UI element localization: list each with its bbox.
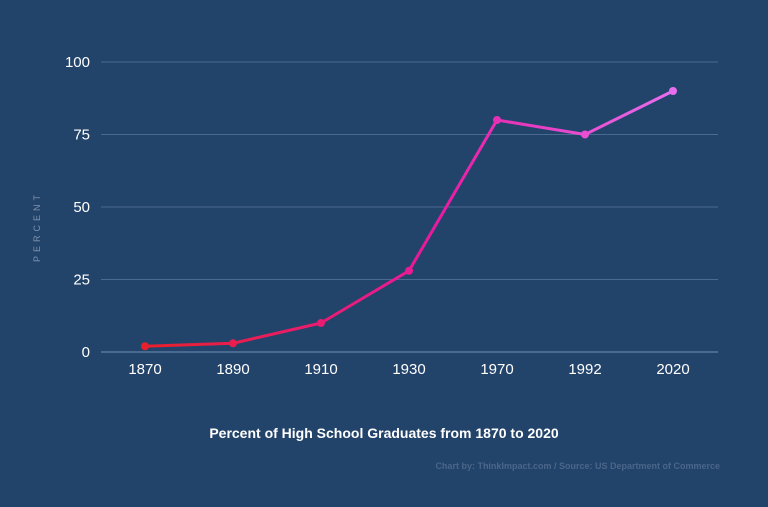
chart-title: Percent of High School Graduates from 18…	[209, 425, 559, 441]
y-tick-label: 25	[73, 272, 90, 289]
y-tick-label: 75	[73, 127, 90, 144]
y-tick-label: 100	[65, 54, 90, 71]
x-tick-label: 1890	[216, 361, 249, 378]
chart-credit: Chart by: ThinkImpact.com / Source: US D…	[435, 461, 720, 471]
y-axis-label: PERCENT	[32, 191, 42, 262]
x-tick-label: 2020	[656, 361, 689, 378]
data-point	[405, 266, 413, 275]
y-tick-label: 50	[73, 199, 90, 216]
x-tick-label: 1910	[304, 361, 337, 378]
x-tick-label: 1970	[480, 361, 513, 378]
data-point	[669, 87, 677, 95]
x-tick-label: 1992	[568, 361, 601, 378]
data-point	[141, 342, 149, 351]
x-tick-label: 1930	[392, 361, 425, 378]
series-line	[144, 89, 674, 348]
data-point	[317, 319, 325, 327]
data-point	[581, 130, 589, 139]
x-tick-label: 1870	[128, 361, 161, 378]
data-point	[229, 339, 237, 348]
data-point	[493, 116, 501, 124]
y-tick-label: 0	[82, 344, 90, 361]
